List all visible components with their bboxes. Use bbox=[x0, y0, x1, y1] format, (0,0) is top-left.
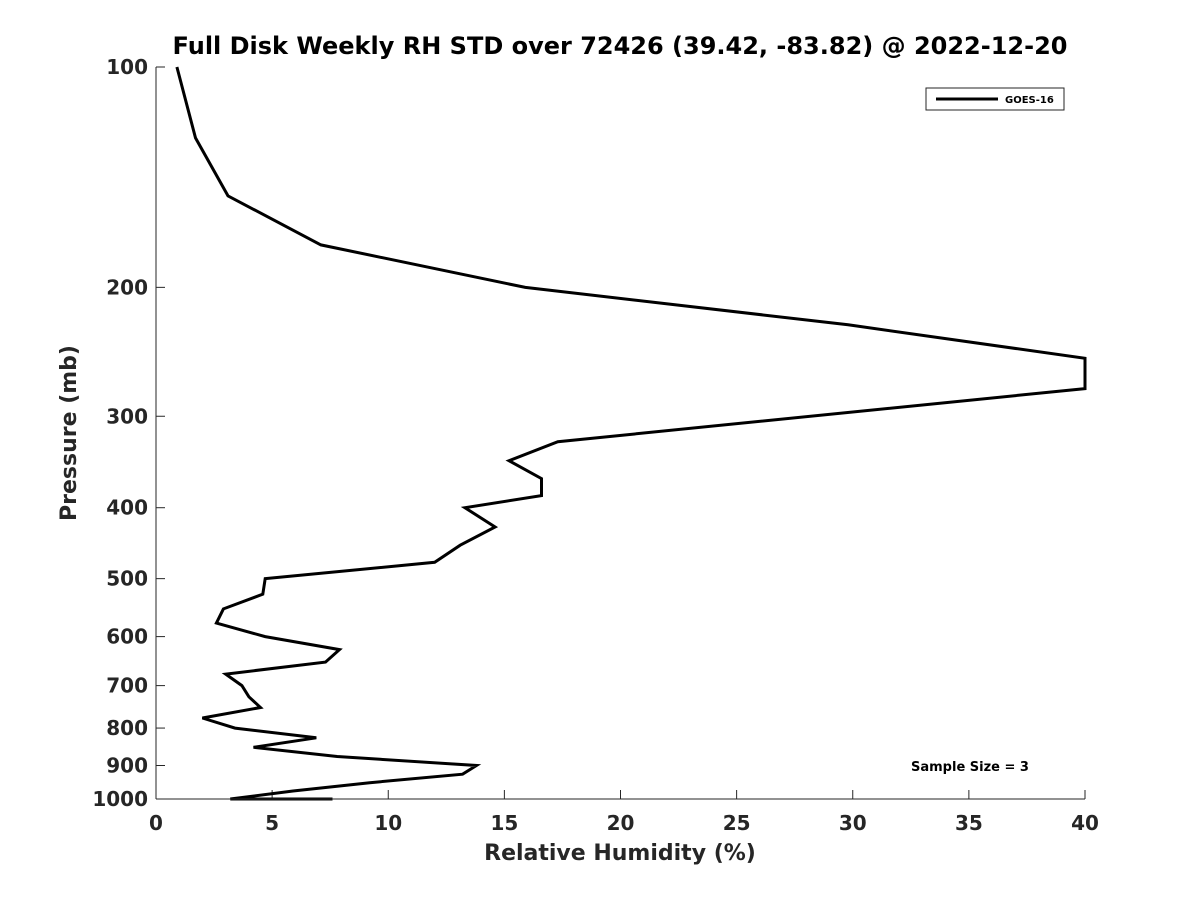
x-axis-ticks: 0 5 10 15 20 25 30 35 40 bbox=[149, 790, 1099, 835]
y-tick-label: 800 bbox=[106, 716, 148, 740]
y-tick-label: 100 bbox=[106, 55, 148, 79]
y-tick-label: 900 bbox=[106, 754, 148, 778]
x-tick-label: 20 bbox=[607, 811, 635, 835]
y-tick-label: 500 bbox=[106, 567, 148, 591]
series-line-goes-16 bbox=[175, 66, 1087, 801]
series-layer bbox=[175, 66, 1087, 801]
y-tick-label: 400 bbox=[106, 496, 148, 520]
x-tick-label: 35 bbox=[955, 811, 983, 835]
legend: GOES-16 bbox=[925, 87, 1065, 111]
y-tick-label: 200 bbox=[106, 275, 148, 299]
x-axis-label: Relative Humidity (%) bbox=[484, 841, 756, 866]
x-tick-label: 5 bbox=[265, 811, 279, 835]
y-axis-label: Pressure (mb) bbox=[57, 345, 82, 521]
y-tick-label: 600 bbox=[106, 625, 148, 649]
y-axis-ticks: 100 200 300 400 500 600 700 800 900 1000 bbox=[92, 55, 165, 811]
chart-title: Full Disk Weekly RH STD over 72426 (39.4… bbox=[173, 32, 1068, 60]
y-tick-label: 300 bbox=[106, 404, 148, 428]
sample-size-annotation: Sample Size = 3 bbox=[911, 760, 1029, 775]
y-tick-label: 1000 bbox=[92, 787, 148, 811]
plot-area bbox=[156, 67, 1085, 799]
x-tick-label: 40 bbox=[1071, 811, 1099, 835]
legend-entry-goes-16: GOES-16 bbox=[1005, 95, 1054, 106]
x-tick-label: 15 bbox=[490, 811, 518, 835]
x-tick-label: 30 bbox=[839, 811, 867, 835]
x-tick-label: 0 bbox=[149, 811, 163, 835]
x-tick-label: 10 bbox=[374, 811, 402, 835]
x-tick-label: 25 bbox=[723, 811, 751, 835]
y-tick-label: 700 bbox=[106, 674, 148, 698]
